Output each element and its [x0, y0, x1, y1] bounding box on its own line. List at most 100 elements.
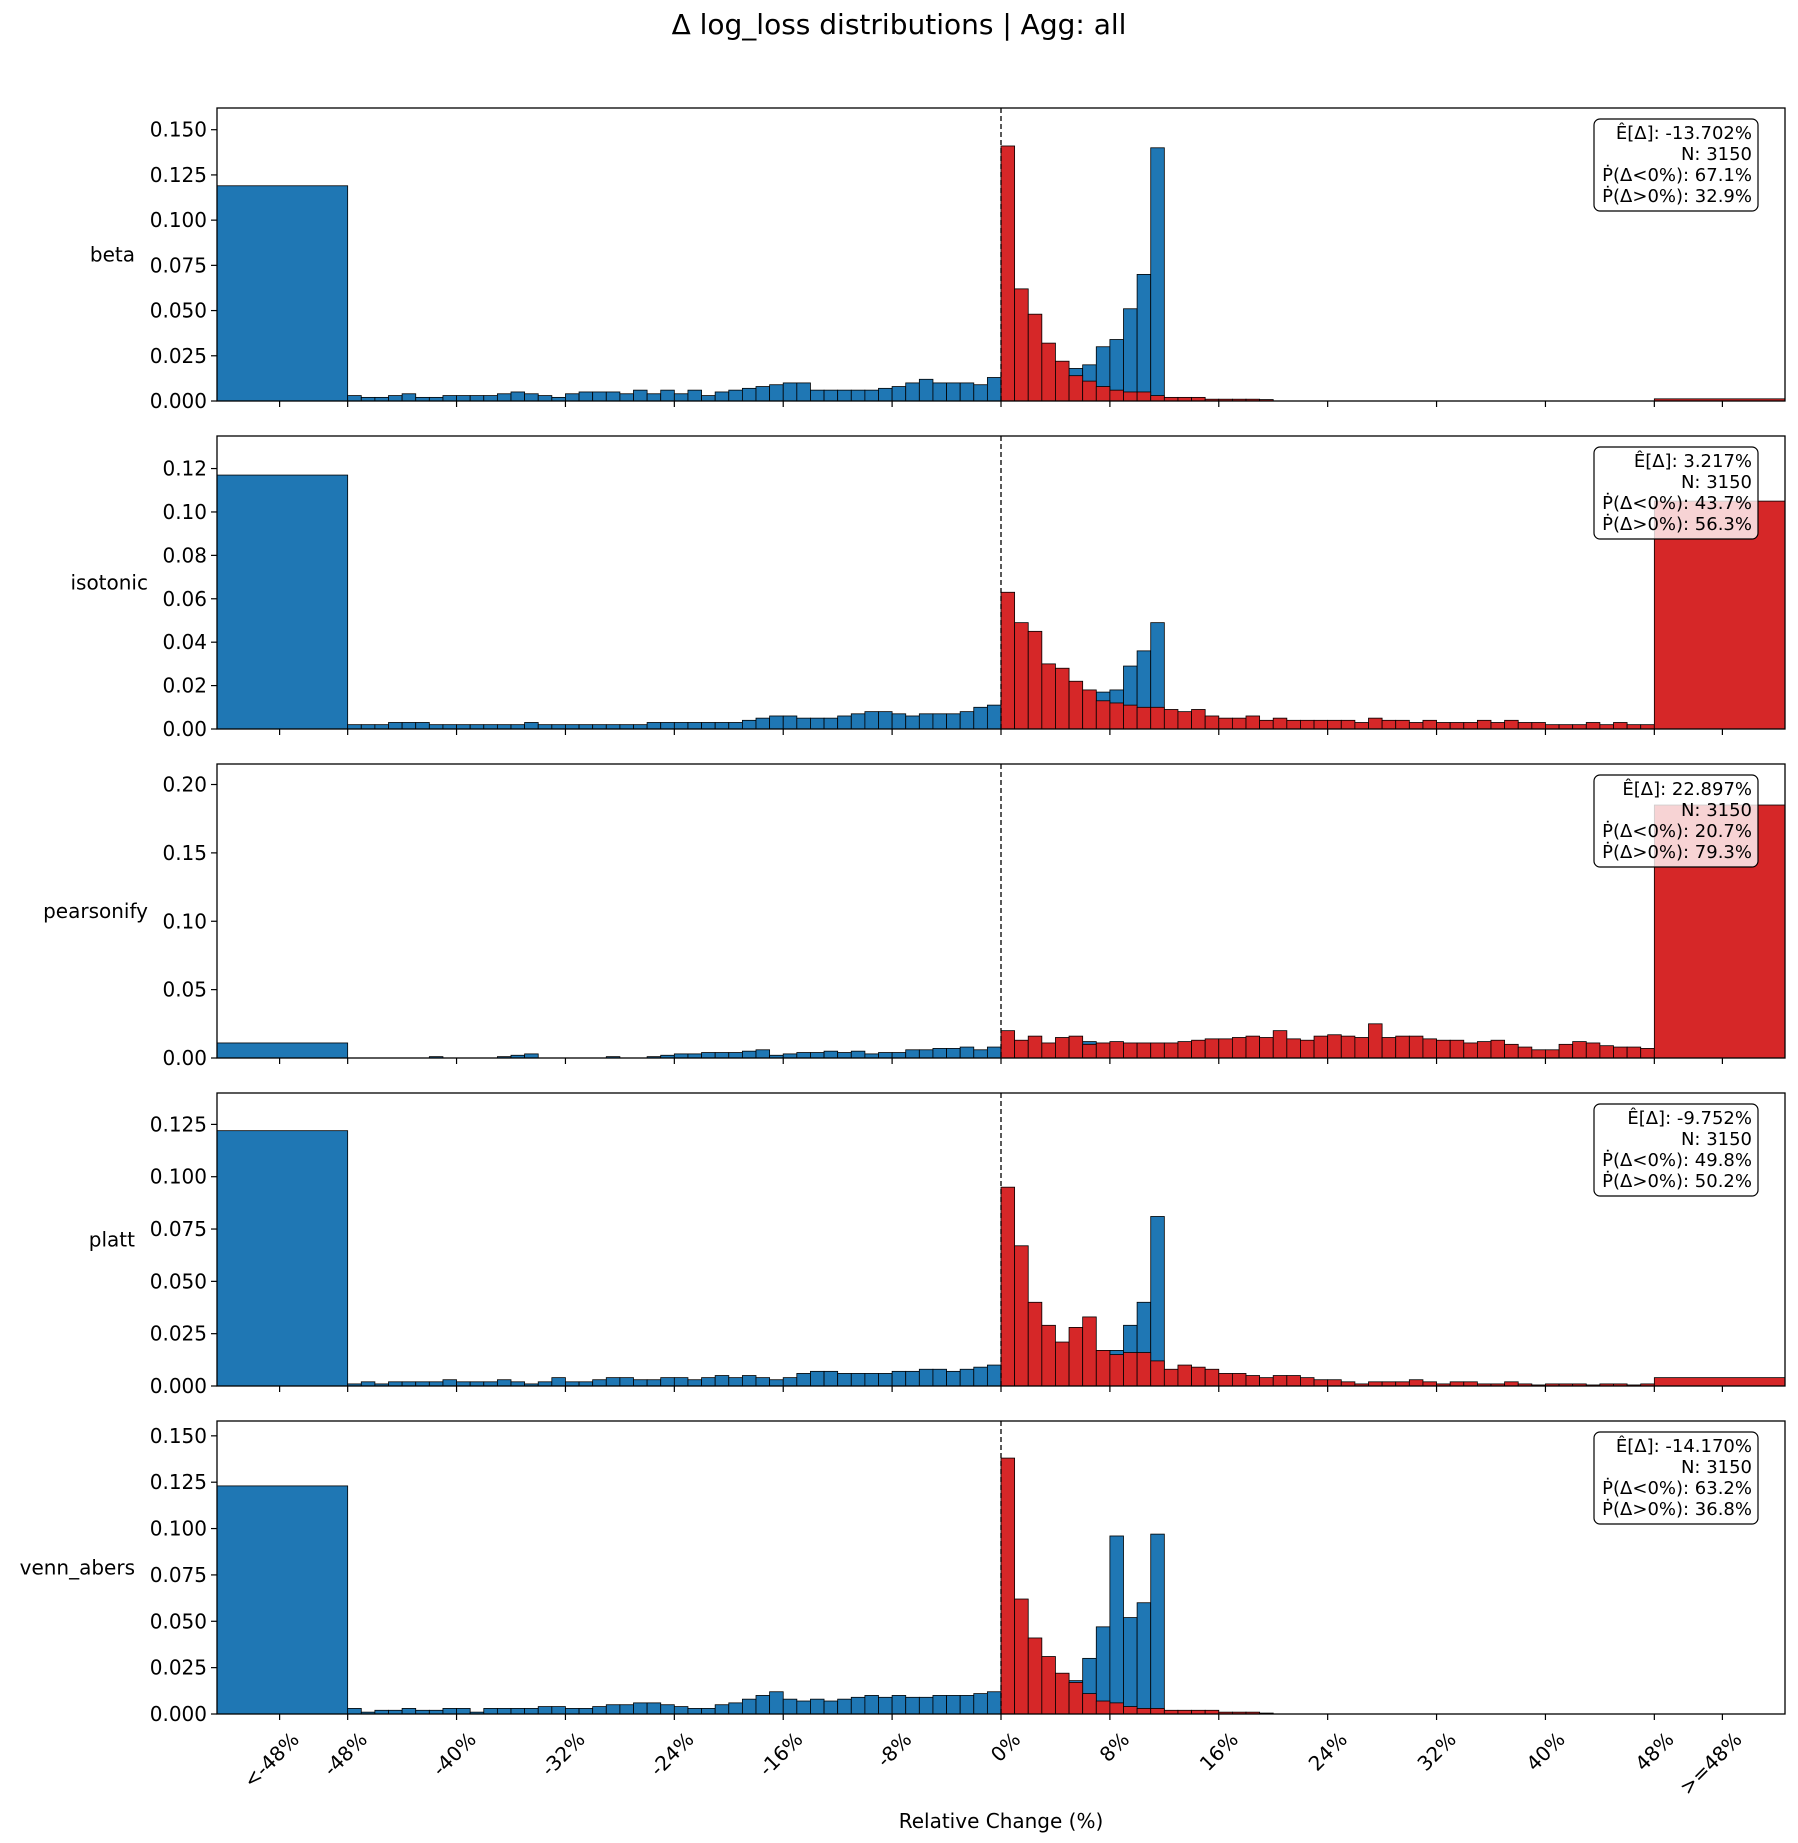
y-tick-label: 0.150 [150, 1424, 207, 1448]
bar [891, 1370, 907, 1387]
bar [1300, 1039, 1315, 1059]
bar [1014, 288, 1029, 402]
bar [1082, 1693, 1097, 1715]
y-tick-label: 0.06 [162, 587, 207, 611]
bar [1000, 1457, 1016, 1715]
bar [483, 1708, 498, 1715]
y-tick-label: 0.100 [150, 1165, 207, 1189]
bar [878, 1052, 893, 1059]
bar [728, 1052, 743, 1059]
bar [592, 724, 607, 730]
bar [1327, 1034, 1342, 1059]
subplot-beta: 0.000 0.025 0.050 0.075 0.100 0.125 0.150 beta Ê… [90, 107, 1786, 413]
bar [415, 722, 430, 730]
bar-overflow [1653, 1377, 1786, 1387]
bar [1163, 1042, 1179, 1059]
bar [456, 1708, 471, 1715]
bar [1055, 1341, 1070, 1387]
y-tick-label: 0.000 [150, 1702, 207, 1726]
bar [442, 1379, 457, 1387]
bar [1095, 700, 1111, 730]
bar [1163, 1368, 1179, 1387]
bar [1463, 1042, 1478, 1059]
bar [469, 724, 485, 730]
bar [1599, 724, 1614, 730]
bar [456, 395, 471, 402]
bar [1000, 591, 1016, 730]
bar [633, 724, 648, 730]
bar [1014, 1039, 1029, 1059]
bar [946, 1370, 961, 1387]
bar [428, 724, 444, 730]
bar [1095, 1700, 1111, 1715]
bar [1123, 704, 1138, 730]
bar [605, 1377, 621, 1387]
bar [1259, 1377, 1274, 1387]
bar [741, 1698, 757, 1715]
bar [1340, 1035, 1356, 1059]
x-tick-label: 24% [1304, 1727, 1352, 1775]
bars-platt [216, 1130, 1786, 1387]
bar [701, 722, 716, 730]
bar [973, 706, 988, 730]
stat-mean: Ê[Δ]: -14.170% [1616, 1435, 1752, 1457]
stats-box [1593, 1103, 1759, 1197]
bar [932, 1695, 947, 1715]
bar [1123, 308, 1138, 402]
bar [741, 719, 757, 730]
bar [905, 1370, 920, 1387]
x-axis-label: Relative Change (%) [899, 1809, 1104, 1833]
bar [1109, 1702, 1124, 1715]
stats-box [1593, 774, 1759, 868]
bar [605, 724, 621, 730]
y-tick-label: 0.02 [162, 674, 207, 698]
stat-n: N: 3150 [1681, 1457, 1752, 1478]
bar [401, 1708, 417, 1715]
bar [483, 395, 498, 402]
bar [728, 1377, 743, 1387]
bar [646, 722, 662, 730]
y-tick-label: 0.025 [150, 1322, 207, 1346]
bar [687, 1379, 702, 1387]
bar [1163, 709, 1179, 730]
bar [673, 1706, 689, 1715]
bars-isotonic [216, 474, 1786, 730]
bar [578, 1708, 594, 1715]
stats-box [1593, 446, 1759, 540]
stat-mean: Ê[Δ]: 22.897% [1622, 778, 1752, 800]
y-tick-label: 0.050 [150, 299, 207, 323]
bar [469, 395, 485, 402]
bar [510, 391, 526, 402]
bar [905, 715, 920, 730]
bar [1150, 706, 1165, 730]
bar [837, 715, 852, 730]
bar [755, 1377, 771, 1387]
bar [1191, 1366, 1206, 1387]
bar [524, 393, 539, 402]
bar [1490, 722, 1506, 730]
panel-label-beta: beta [90, 243, 135, 267]
bar [1136, 1352, 1152, 1387]
x-tick-label: -24% [645, 1727, 699, 1781]
bar [973, 1693, 988, 1715]
bar [1408, 722, 1424, 730]
bar [1368, 1023, 1383, 1059]
y-tick-label: 0.00 [162, 717, 207, 741]
bar [878, 711, 893, 730]
bar [1041, 1042, 1056, 1059]
bar [1572, 724, 1587, 730]
bar [1027, 630, 1043, 730]
bar [1300, 1377, 1315, 1387]
bar [932, 713, 947, 730]
bar [769, 1379, 784, 1387]
bar [660, 1377, 675, 1387]
bar [646, 393, 662, 402]
stat-p-pos: Ṗ(Δ>0%): 36.8% [1602, 1499, 1752, 1520]
bar [592, 1379, 607, 1387]
x-tick-label: 40% [1521, 1727, 1569, 1775]
y-tick-label: 0.000 [150, 389, 207, 413]
bar [1055, 667, 1070, 730]
bar [592, 1706, 607, 1715]
bar [1313, 719, 1329, 730]
bar [1218, 1373, 1233, 1387]
